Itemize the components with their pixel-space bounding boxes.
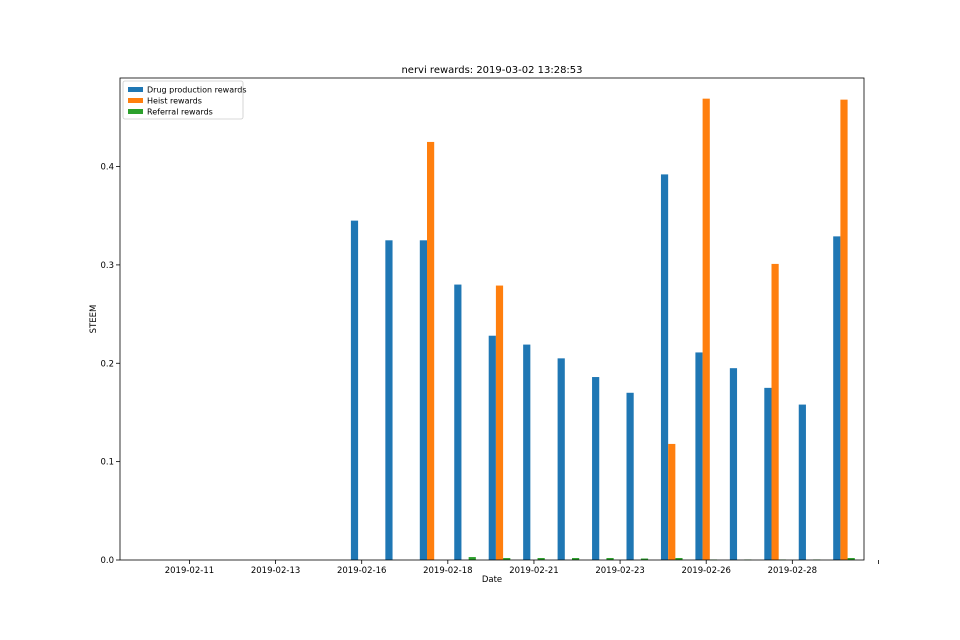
legend-swatch	[128, 98, 143, 103]
y-tick-label: 0.4	[100, 163, 114, 173]
bar-2-15	[675, 558, 683, 560]
bar-0-13	[592, 377, 600, 560]
bar-2-14	[640, 558, 649, 560]
bar-0-15	[660, 174, 669, 560]
bar-0-6	[350, 220, 359, 560]
bar-1-8	[427, 141, 435, 560]
x-tick-label: 2019-02-26	[681, 566, 730, 576]
bar-0-19	[798, 404, 806, 560]
y-axis: 0.0 0.1 0.2 0.3 0.4	[100, 163, 120, 566]
x-tick-label: 2019-02-11	[165, 566, 214, 576]
bar-2-13	[606, 558, 614, 560]
bar-0-8	[419, 240, 427, 560]
legend-label: Drug production rewards	[147, 86, 247, 95]
legend: Drug production rewards Heist rewards Refe…	[122, 80, 247, 120]
bar-1-20	[840, 99, 848, 560]
x-tick-label: 2019-02-21	[509, 566, 558, 576]
x-axis-label: Date	[482, 575, 502, 585]
bar-2-20	[847, 558, 855, 560]
bar-0-7	[385, 240, 393, 560]
plot-frame	[119, 77, 865, 561]
bar-1-10	[495, 285, 504, 560]
bar-2-9	[468, 557, 476, 560]
bar-2-10	[503, 558, 511, 560]
bar-0-17	[729, 368, 738, 560]
bar-1-16	[702, 98, 710, 560]
bar-0-20	[833, 236, 841, 560]
x-tick-label: 2019-02-18	[423, 566, 472, 576]
chart-title: nervi rewards: 2019-03-02 13:28:53	[401, 65, 582, 76]
x-tick-label: 2019-02-13	[251, 566, 300, 576]
bar-0-9	[454, 284, 462, 560]
y-tick-label: 0.3	[100, 261, 114, 271]
y-tick-label: 0.0	[100, 556, 114, 566]
bar-0-11	[523, 344, 531, 560]
bar-0-12	[557, 358, 565, 560]
legend-swatch	[128, 87, 143, 92]
y-tick-label: 0.2	[100, 359, 114, 369]
x-axis: 2019-02-11 2019-02-13 2019-02-16 2019-02-18…	[165, 560, 879, 576]
bar-2-11	[537, 558, 545, 560]
x-tick-label: 2019-02-23	[595, 566, 644, 576]
y-tick-label: 0.1	[100, 458, 114, 468]
y-axis-label: STEEM	[89, 305, 99, 334]
bar-1-18	[771, 263, 779, 560]
bar-2-12	[572, 558, 580, 560]
bar-0-18	[764, 387, 772, 560]
legend-label: Referral rewards	[147, 108, 213, 117]
bar-1-15	[668, 443, 676, 560]
legend-box	[122, 80, 244, 120]
bars-group	[350, 98, 855, 561]
bar-0-14	[626, 392, 634, 560]
x-tick-label: 2019-02-28	[768, 566, 817, 576]
bar-0-16	[695, 352, 703, 560]
x-tick-label: 2019-02-16	[337, 566, 386, 576]
bar-0-10	[488, 335, 496, 560]
legend-label: Heist rewards	[147, 97, 202, 106]
legend-swatch	[128, 109, 143, 114]
